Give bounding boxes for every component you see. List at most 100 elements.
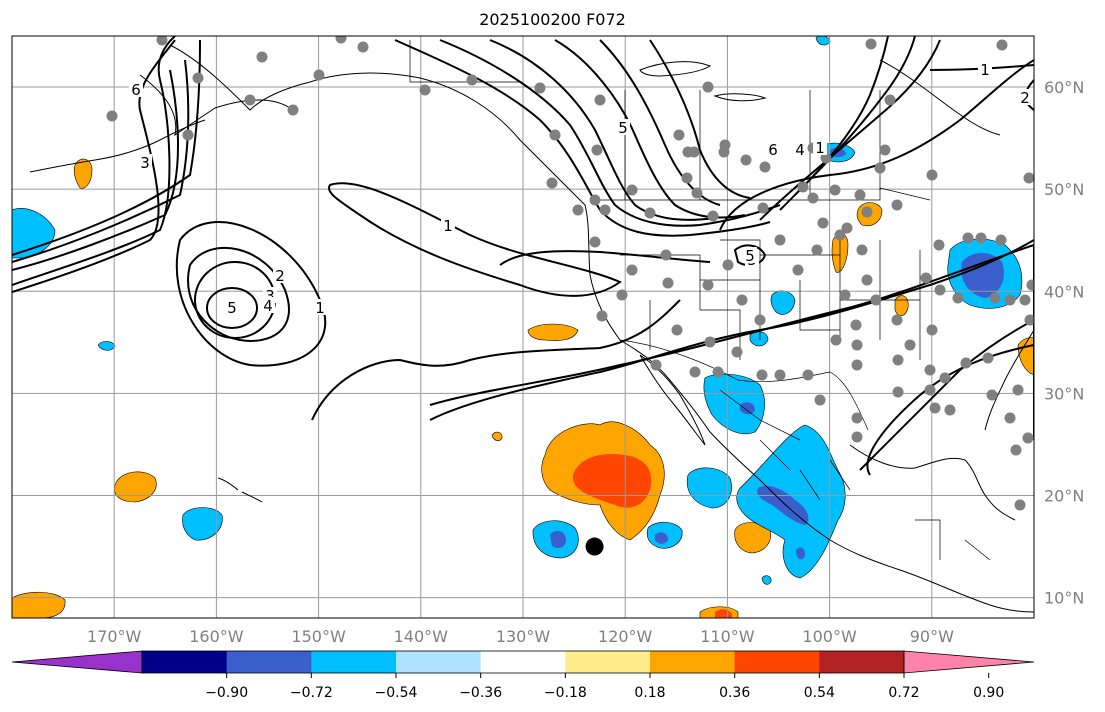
- station-dot: [722, 259, 734, 271]
- east-coast: [984, 329, 1034, 431]
- station-dot: [891, 199, 903, 211]
- contour-label: 5: [227, 299, 237, 317]
- station-dot: [466, 74, 478, 86]
- negative-anomaly-area: [703, 373, 765, 435]
- colorbar-segment: [480, 651, 566, 673]
- negative-anomaly-area: [761, 575, 772, 585]
- station-dot: [1024, 314, 1034, 326]
- contour-label-background: [138, 154, 152, 170]
- contour-label-background: [1018, 89, 1032, 105]
- colorbar-tick-label: −0.18: [544, 685, 587, 701]
- latitude-tick-label: 50°N: [1044, 180, 1084, 199]
- map-frame: [11, 35, 1035, 619]
- station-dot: [1014, 499, 1026, 511]
- station-dot: [975, 232, 987, 244]
- station-dot: [156, 36, 168, 46]
- hudson-bay-coast: [879, 59, 1001, 136]
- mexico-state-border: [719, 389, 851, 501]
- colorbar-segment: [819, 651, 905, 673]
- colorbar-extend-min: [11, 650, 143, 674]
- station-dot: [839, 289, 851, 301]
- station-dot: [924, 384, 936, 396]
- station-dot: [829, 184, 841, 196]
- contour-label-background: [313, 299, 327, 315]
- positive-anomaly-area: [734, 522, 771, 554]
- station-dot: [834, 229, 846, 241]
- station-dot: [865, 38, 877, 50]
- station-dot: [650, 359, 662, 371]
- station-dot: [861, 274, 873, 286]
- station-dot: [820, 152, 832, 164]
- station-dot: [920, 272, 932, 284]
- station-dot: [702, 279, 714, 291]
- station-dot: [924, 364, 936, 376]
- latitude-tick-label: 40°N: [1044, 282, 1084, 301]
- station-dot: [989, 292, 1001, 304]
- strong-negative-anomaly-area: [740, 402, 755, 415]
- contour-line: [719, 59, 1034, 231]
- station-dot: [740, 154, 752, 166]
- positive-anomaly-area: [527, 323, 579, 341]
- colorbar-outline: [141, 650, 905, 674]
- strong-negative-anomaly-area: [796, 547, 806, 560]
- station-dot: [1022, 432, 1034, 444]
- station-dot: [244, 94, 256, 106]
- station-dot: [851, 412, 863, 424]
- contour-label: 5: [745, 247, 755, 265]
- longitude-labels: 170°W 160°W 150°W 140°W 130°W 120°W 110°W 100°W…: [87, 627, 954, 646]
- station-dot: [644, 207, 656, 219]
- station-dot: [774, 369, 786, 381]
- negative-anomaly-area: [97, 341, 116, 351]
- station-dot: [904, 339, 916, 351]
- latitude-tick-label: 30°N: [1044, 384, 1084, 403]
- latitude-tick-label: 60°N: [1044, 78, 1084, 97]
- contour-label-background: [261, 297, 275, 313]
- station-dot: [1004, 294, 1016, 306]
- contour-line: [489, 39, 716, 221]
- station-dot: [960, 357, 972, 369]
- station-dot: [736, 294, 748, 306]
- contour-label-background: [129, 81, 143, 97]
- contour-label-background: [813, 139, 827, 155]
- station-dot: [689, 366, 701, 378]
- station-dot: [712, 366, 724, 378]
- aleutian-islands: [29, 119, 206, 173]
- station-dot: [707, 210, 719, 222]
- station-dot: [986, 389, 998, 401]
- contour-label: 6: [131, 81, 141, 99]
- station-dot: [192, 72, 204, 84]
- gridlines: [12, 36, 1034, 618]
- contour-line: [327, 182, 623, 297]
- station-dot: [891, 314, 903, 326]
- positive-anomaly-area: [73, 158, 93, 189]
- station-dot: [1004, 412, 1016, 424]
- colorbar-extend-max: [903, 650, 1035, 674]
- station-dot: [933, 239, 945, 251]
- contour-label: 1: [980, 61, 990, 79]
- station-dot: [718, 146, 730, 158]
- colorbar-tick-label: 0.54: [804, 685, 835, 701]
- station-dot: [673, 129, 685, 141]
- station-dot: [996, 39, 1008, 51]
- contour-line: [794, 36, 889, 196]
- colorbar-tick-label: 0.72: [888, 685, 919, 701]
- colorbar-tick-label: −0.54: [375, 685, 418, 701]
- station-dot: [939, 372, 951, 384]
- station-dot: [962, 232, 974, 244]
- station-dot: [1023, 172, 1034, 184]
- colorbar: −0.90 −0.72 −0.54 −0.36 −0.18 0.18 0.36 0.54 0.7…: [11, 650, 1035, 701]
- station-dot: [671, 324, 683, 336]
- station-dot: [944, 404, 956, 416]
- contour-line: [311, 299, 681, 421]
- contour-line: [394, 39, 771, 237]
- contour-line: [759, 39, 941, 221]
- station-dot: [626, 184, 638, 196]
- longitude-tick-label: 130°W: [496, 627, 551, 646]
- station-dot: [851, 431, 863, 443]
- station-dot: [926, 169, 938, 181]
- latitude-tick-label: 10°N: [1044, 589, 1084, 608]
- station-dot: [546, 177, 558, 189]
- station-dot: [594, 94, 606, 106]
- station-dot: [856, 244, 868, 256]
- contour-label: 1: [443, 217, 453, 235]
